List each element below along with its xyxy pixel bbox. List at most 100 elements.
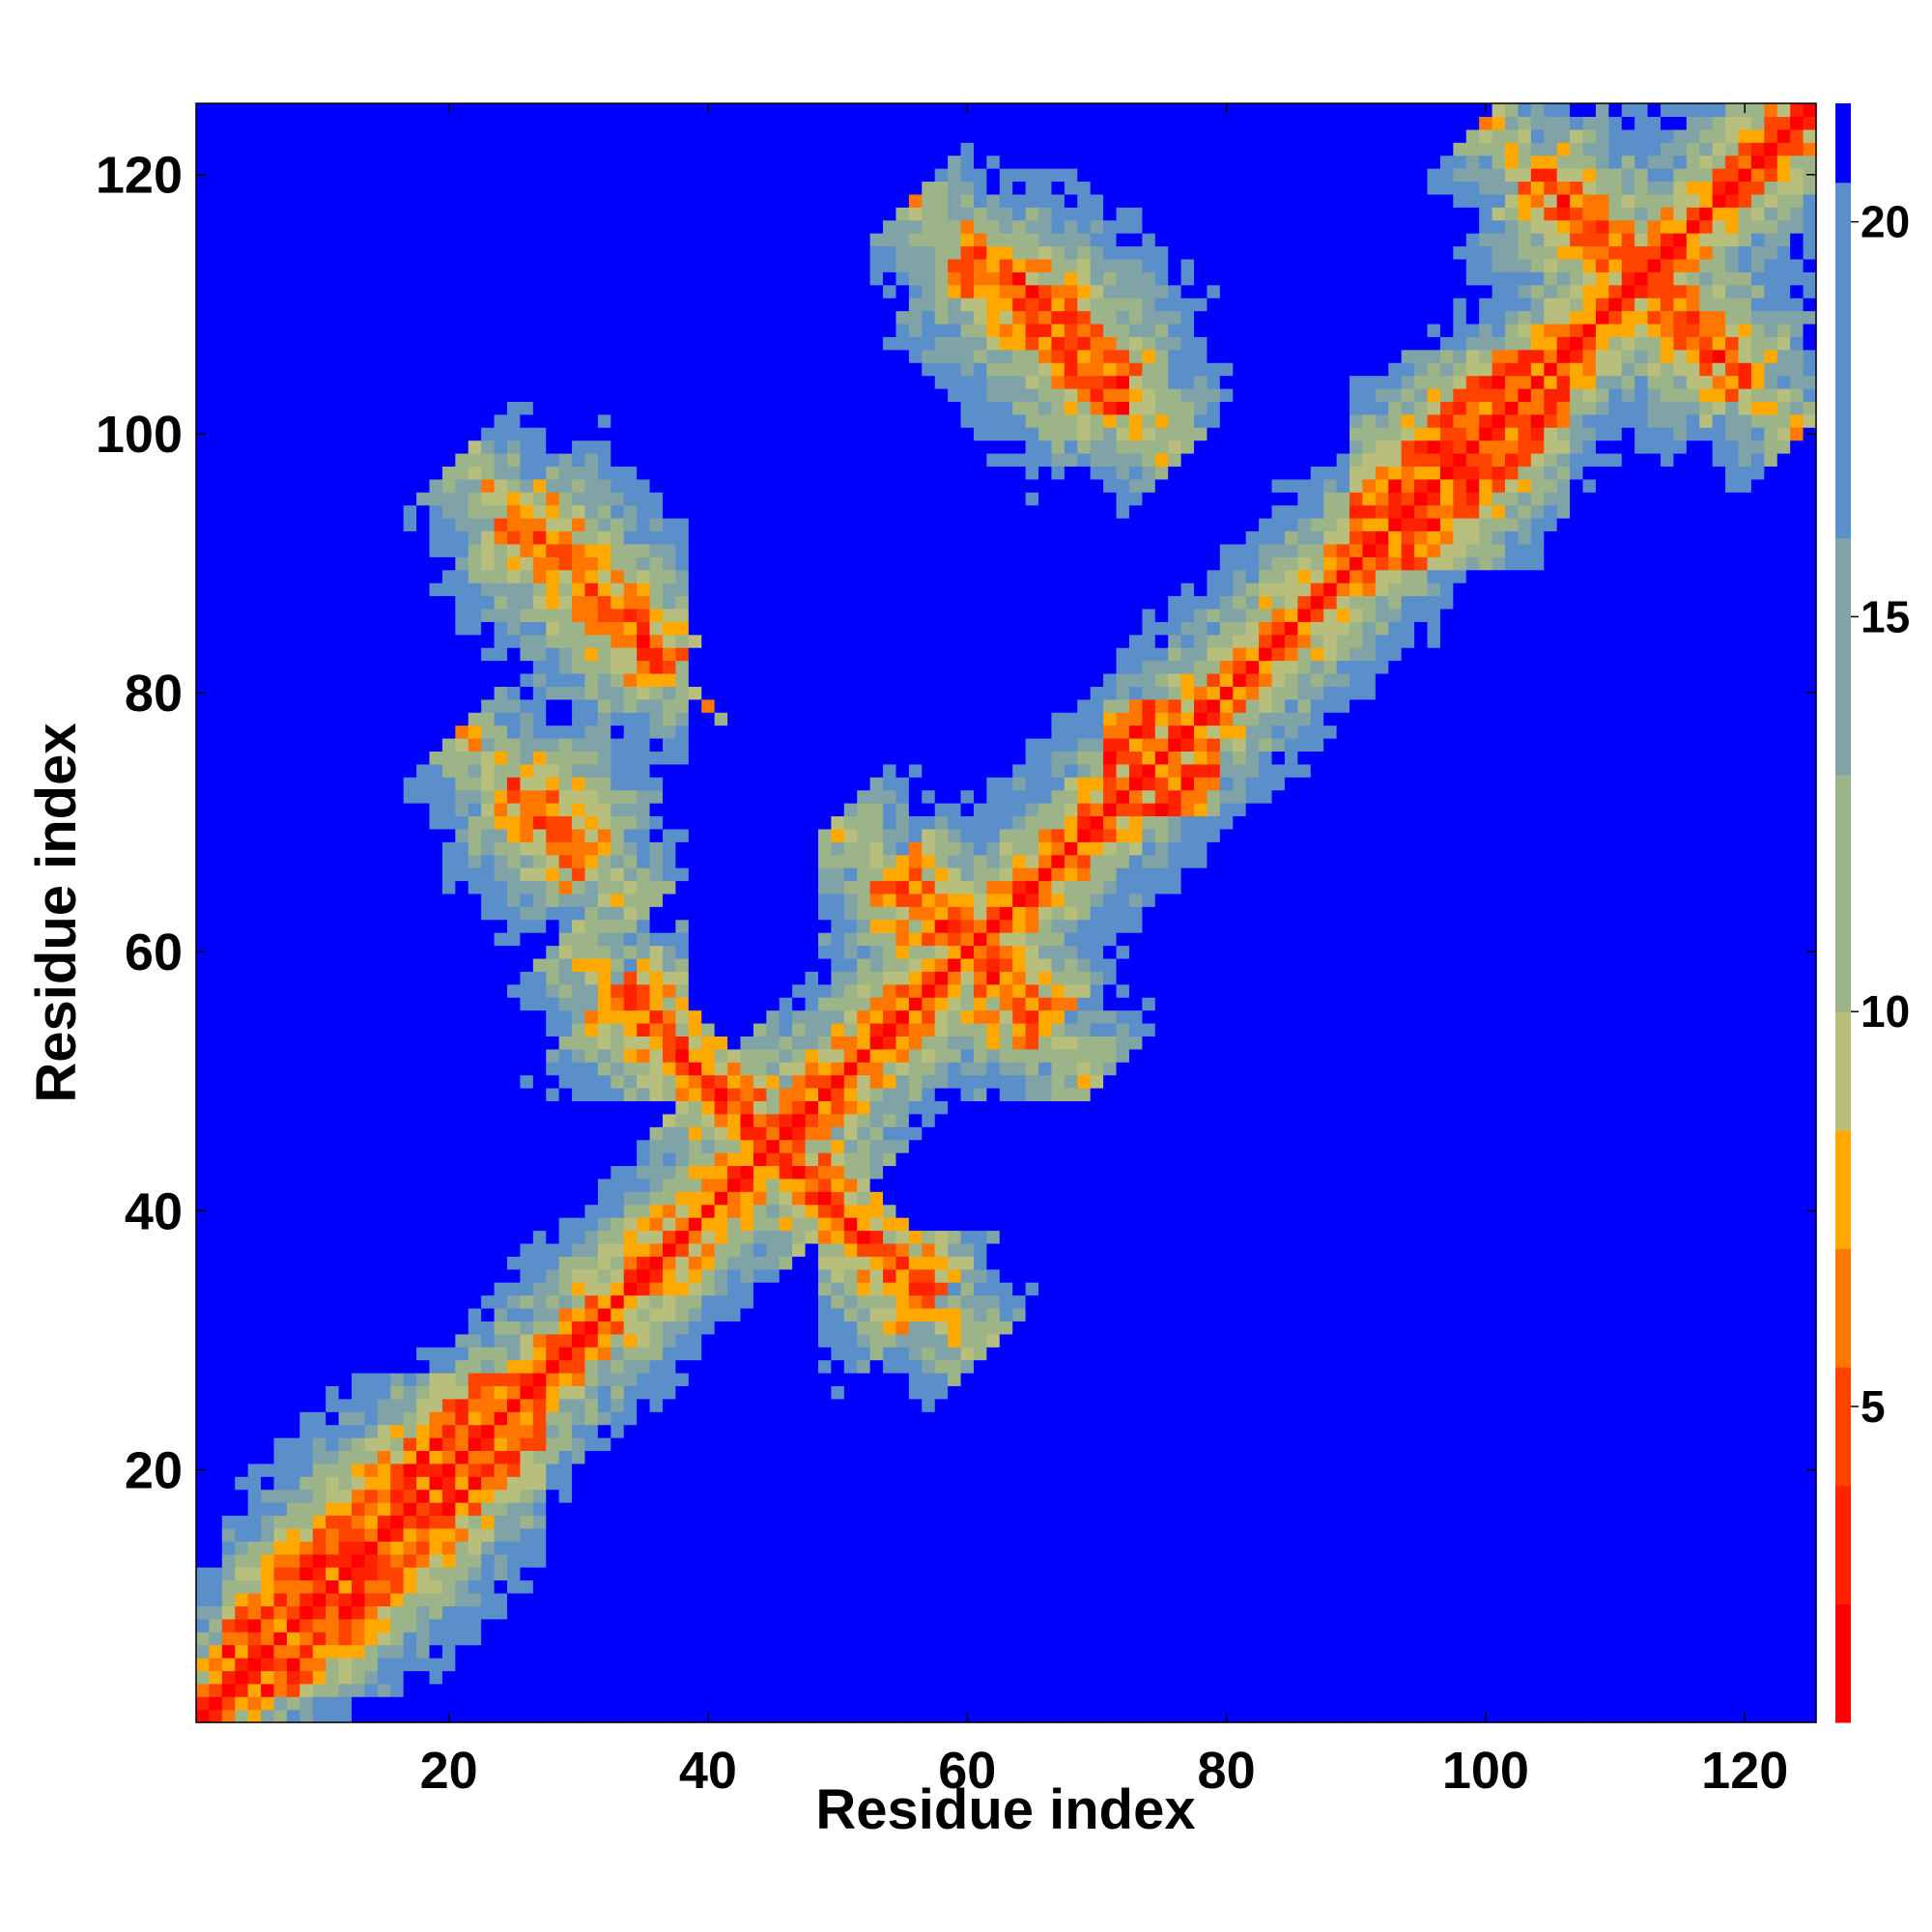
heatmap-cell: [403, 1476, 417, 1491]
heatmap-cell: [286, 401, 300, 415]
heatmap-cell: [701, 233, 716, 247]
heatmap-cell: [494, 142, 508, 156]
heatmap-cell: [611, 763, 625, 778]
heatmap-cell: [273, 1567, 288, 1581]
heatmap-cell: [338, 1553, 353, 1568]
heatmap-cell: [338, 854, 353, 868]
heatmap-cell: [455, 1592, 469, 1606]
heatmap-cell: [351, 997, 366, 1011]
heatmap-cell: [326, 1062, 340, 1076]
heatmap-cell: [351, 1048, 366, 1063]
heatmap-cell: [532, 168, 547, 183]
heatmap-cell: [546, 997, 560, 1011]
heatmap-cell: [558, 1256, 573, 1270]
heatmap-cell: [532, 336, 547, 351]
heatmap-cell: [494, 1282, 508, 1296]
heatmap-cell: [649, 219, 664, 234]
heatmap-cell: [597, 440, 611, 454]
heatmap-cell: [506, 530, 521, 545]
heatmap-cell: [688, 1385, 702, 1400]
heatmap-cell: [662, 349, 676, 363]
heatmap-cell: [286, 298, 300, 312]
heatmap-cell: [597, 1683, 611, 1697]
heatmap-cell: [532, 103, 547, 118]
heatmap-cell: [584, 582, 599, 597]
heatmap-cell: [506, 1437, 521, 1452]
heatmap-cell: [221, 971, 236, 985]
heatmap-cell: [455, 1282, 469, 1296]
heatmap-cell: [338, 971, 353, 985]
heatmap-cell: [441, 1424, 456, 1438]
heatmap-cell: [286, 634, 300, 648]
heatmap-cell: [611, 142, 625, 156]
heatmap-cell: [611, 751, 625, 765]
heatmap-cell: [221, 168, 236, 183]
heatmap-cell: [364, 401, 379, 415]
heatmap-cell: [546, 672, 560, 687]
heatmap-cell: [429, 971, 443, 985]
heatmap-cell: [377, 1282, 391, 1296]
heatmap-cell: [364, 1088, 379, 1102]
heatmap-cell: [558, 1126, 573, 1141]
heatmap-cell: [623, 1230, 638, 1244]
heatmap-cell: [455, 1113, 469, 1127]
heatmap-cell: [532, 556, 547, 571]
heatmap-cell: [196, 504, 211, 519]
heatmap-cell: [701, 1553, 716, 1568]
heatmap-cell: [494, 1385, 508, 1400]
heatmap-cell: [611, 777, 625, 791]
heatmap-cell: [649, 1074, 664, 1089]
heatmap-cell: [649, 1022, 664, 1037]
heatmap-cell: [532, 1062, 547, 1076]
heatmap-cell: [261, 763, 275, 778]
heatmap-cell: [558, 336, 573, 351]
heatmap-cell: [506, 957, 521, 972]
heatmap-cell: [196, 181, 211, 195]
heatmap-cell: [261, 724, 275, 739]
heatmap-cell: [273, 803, 288, 817]
heatmap-cell: [623, 1398, 638, 1412]
heatmap-cell: [623, 310, 638, 325]
heatmap-cell: [649, 1502, 664, 1517]
heatmap-cell: [455, 518, 469, 532]
heatmap-cell: [390, 1437, 405, 1452]
heatmap-cell: [572, 957, 586, 972]
heatmap-cell: [584, 1307, 599, 1321]
heatmap-cell: [637, 207, 651, 221]
heatmap-cell: [390, 1062, 405, 1076]
heatmap-cell: [286, 815, 300, 830]
heatmap-cell: [377, 1242, 391, 1257]
heatmap-cell: [455, 193, 469, 208]
heatmap-cell: [597, 621, 611, 636]
heatmap-cell: [662, 233, 676, 247]
heatmap-cell: [273, 777, 288, 791]
heatmap-cell: [326, 1527, 340, 1542]
heatmap-cell: [326, 466, 340, 480]
heatmap-cell: [662, 1191, 676, 1206]
heatmap-cell: [675, 1242, 690, 1257]
heatmap-cell: [312, 1062, 327, 1076]
heatmap-cell: [364, 997, 379, 1011]
heatmap-cell: [261, 1527, 275, 1542]
heatmap-cell: [390, 815, 405, 830]
heatmap-cell: [312, 401, 327, 415]
heatmap-cell: [637, 932, 651, 947]
heatmap-cell: [261, 1359, 275, 1374]
heatmap-cell: [209, 1644, 223, 1659]
heatmap-cell: [688, 945, 702, 959]
heatmap-cell: [221, 1242, 236, 1257]
heatmap-cell: [597, 1437, 611, 1452]
heatmap-cell: [455, 737, 469, 752]
heatmap-cell: [351, 1217, 366, 1232]
heatmap-cell: [481, 1489, 496, 1503]
heatmap-cell: [235, 803, 249, 817]
heatmap-cell: [494, 323, 508, 337]
heatmap-cell: [338, 1450, 353, 1464]
heatmap-cell: [481, 893, 496, 907]
heatmap-cell: [221, 1178, 236, 1192]
heatmap-cell: [468, 1567, 482, 1581]
heatmap-cell: [546, 1618, 560, 1633]
heatmap-cell: [701, 142, 716, 156]
heatmap-cell: [312, 1437, 327, 1452]
heatmap-cell: [221, 1553, 236, 1568]
